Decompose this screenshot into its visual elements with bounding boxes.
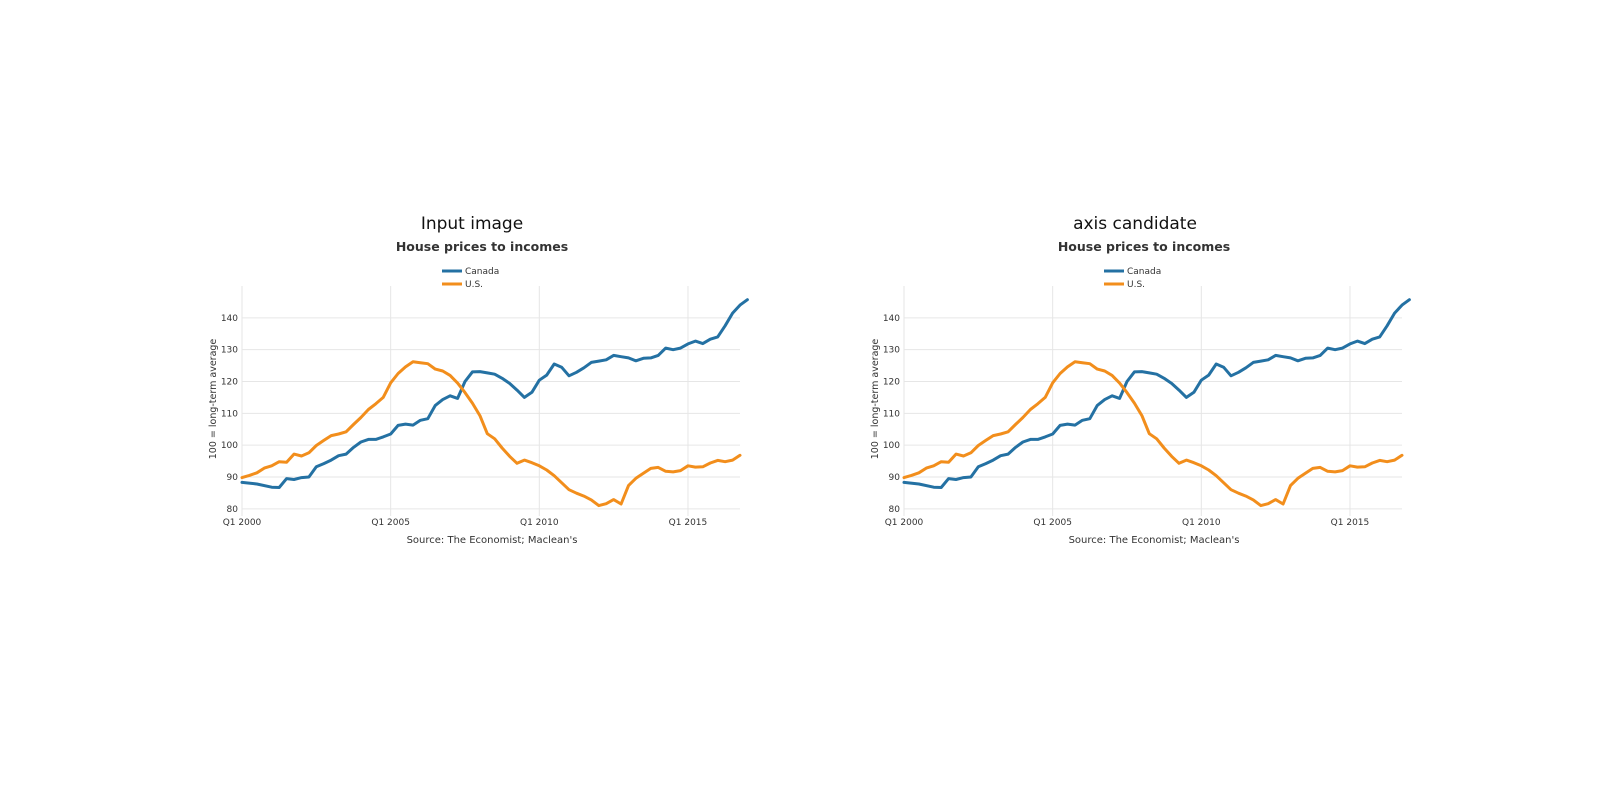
- legend-label: U.S.: [1127, 280, 1145, 290]
- x-tick-label: Q1 2015: [1331, 518, 1370, 528]
- chart-title: House prices to incomes: [396, 239, 568, 254]
- x-tick-label: Q1 2005: [1033, 518, 1072, 528]
- y-tick-label: 120: [883, 377, 900, 387]
- line-chart-axis-candidate: House prices to incomes80901001101201301…: [870, 239, 1411, 546]
- y-tick-label: 140: [221, 314, 238, 324]
- chart-panel-input: House prices to incomes 80 90 100 110 120 130 1…: [200, 236, 760, 556]
- y-tick-label: 130: [883, 346, 900, 356]
- y-axis-label: 100 = long-term average: [208, 339, 219, 460]
- y-tick-label: 120: [221, 377, 238, 387]
- legend-label: Canada: [465, 267, 499, 277]
- panel-heading-input: Input image: [420, 214, 524, 234]
- x-tick-label: Q1 2000: [885, 518, 924, 528]
- y-tick-label: 90: [227, 473, 239, 483]
- x-tick-label: Q1 2000: [223, 518, 262, 528]
- y-tick-label: 100: [221, 441, 238, 451]
- series-line-canada: [240, 298, 749, 489]
- series-line-u-s: [902, 360, 1404, 508]
- x-tick-label: Q1 2005: [371, 518, 410, 528]
- panel-heading-axis-candidate: axis candidate: [1073, 214, 1197, 234]
- legend-label: U.S.: [465, 280, 483, 290]
- x-tick-label: Q1 2010: [1182, 518, 1221, 528]
- chart-title: House prices to incomes: [1058, 239, 1230, 254]
- x-tick-label: Q1 2010: [520, 518, 559, 528]
- chart-source: Source: The Economist; Maclean's: [407, 535, 578, 546]
- series-line-u-s: [240, 360, 742, 508]
- y-tick-label: 100: [883, 441, 900, 451]
- chart-source: Source: The Economist; Maclean's: [1069, 535, 1240, 546]
- series-line-canada: [902, 298, 1411, 489]
- y-tick-label: 130: [221, 346, 238, 356]
- x-tick-label: Q1 2015: [669, 518, 708, 528]
- chart-panel-axis-candidate: House prices to incomes 80 90 100 110 120 130 1…: [862, 236, 1422, 556]
- legend-label: Canada: [1127, 267, 1161, 277]
- y-tick-label: 80: [889, 505, 901, 515]
- y-tick-label: 140: [883, 314, 900, 324]
- y-tick-label: 110: [883, 409, 900, 419]
- y-tick-label: 110: [221, 409, 238, 419]
- y-tick-label: 80: [227, 505, 239, 515]
- y-axis-label: 100 = long-term average: [870, 339, 881, 460]
- y-tick-label: 90: [889, 473, 901, 483]
- line-chart-input: House prices to incomes80901001101201301…: [208, 239, 749, 546]
